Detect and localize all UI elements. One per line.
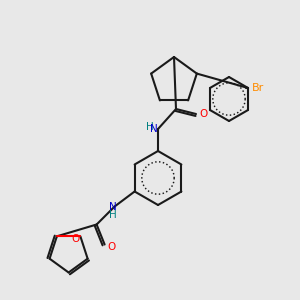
Text: H: H [109, 209, 116, 220]
Text: O: O [107, 242, 116, 253]
Text: Br: Br [252, 83, 264, 93]
Text: O: O [71, 234, 80, 244]
Text: H: H [146, 122, 154, 132]
Text: N: N [150, 124, 158, 134]
Text: O: O [199, 109, 207, 119]
Text: N: N [109, 202, 117, 212]
